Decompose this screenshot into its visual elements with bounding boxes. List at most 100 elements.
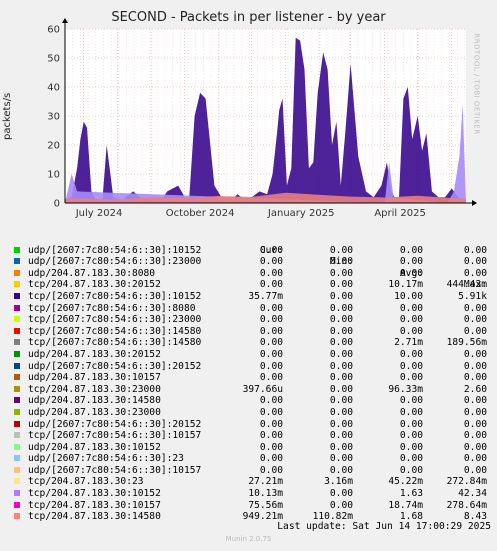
legend-swatch	[14, 362, 20, 369]
y-tick-label: 40	[47, 83, 60, 94]
legend-row: tcp/[2607:7c80:54:6::30]:8080 0.00 0.00 0.0…	[10, 303, 490, 315]
legend-swatch	[14, 385, 20, 392]
series-area	[65, 104, 466, 203]
legend-avg: 0.00	[399, 348, 423, 360]
legend-avg: 0.00	[399, 302, 423, 314]
legend-min: 0.00	[329, 244, 353, 256]
legend-cur: 0.00	[259, 395, 283, 407]
legend-row: udp/[2607:7c80:54:6::30]:20152 0.00 0.00 0.…	[10, 361, 490, 373]
legend-swatch	[14, 432, 20, 439]
legend-avg: 1.68	[399, 511, 423, 523]
legend-cur: 10.13m	[248, 488, 283, 500]
legend-swatch	[14, 478, 20, 485]
legend-max: 0.00	[463, 453, 487, 465]
legend-cur: 0.00	[259, 325, 283, 337]
legend-name: tcp/[2607:7c80:54:6::30]:14580	[28, 325, 202, 337]
legend-avg: 0.00	[399, 267, 423, 279]
legend-avg: 0.00	[399, 325, 423, 337]
legend-avg: 18.74m	[388, 499, 423, 511]
legend-max: 0.00	[463, 441, 487, 453]
legend-name: udp/[2607:7c80:54:6::30]:20152	[28, 418, 202, 430]
legend-avg: 0.00	[399, 314, 423, 326]
legend-name: udp/204.87.183.30:20152	[28, 348, 161, 360]
legend-row: udp/[2607:7c80:54:6::30]:10152 0.00 0.00 0.…	[10, 245, 490, 257]
legend-swatch	[14, 292, 20, 299]
legend-min: 0.00	[329, 302, 353, 314]
tick-labels: 0 10 20 30 40 50 60 July 2024 October 2024 Januar…	[47, 25, 426, 220]
legend-min: 0.00	[329, 256, 353, 268]
legend-swatch	[14, 513, 20, 520]
legend-min: 0.00	[329, 290, 353, 302]
legend-avg: 45.22m	[388, 476, 423, 488]
series-area	[65, 37, 466, 204]
legend-min: 0.00	[329, 372, 353, 384]
legend-avg: 0.00	[399, 244, 423, 256]
legend-avg: 0.00	[399, 418, 423, 430]
legend-min: 0.00	[329, 279, 353, 291]
legend-max: 0.00	[463, 244, 487, 256]
legend-cur: 949.21m	[242, 511, 283, 523]
legend-swatch	[14, 408, 20, 415]
legend: Cur: Min: Avg: Max: udp/[2607:7c80:54:6:…	[10, 233, 490, 523]
legend-cur: 0.00	[259, 302, 283, 314]
legend-row: udp/[2607:7c80:54:6::30]:23 0.00 0.00 0.00 0…	[10, 453, 490, 465]
legend-cur: 27.21m	[248, 476, 283, 488]
legend-swatch	[14, 374, 20, 381]
legend-swatch	[14, 304, 20, 311]
legend-row: udp/204.87.183.30:8080 0.00 0.00 0.00 0.00	[10, 268, 490, 280]
legend-swatch	[14, 397, 20, 404]
legend-name: tcp/204.87.183.30:10152	[28, 488, 161, 500]
legend-name: udp/[2607:7c80:54:6::30]:23000	[28, 256, 202, 268]
legend-min: 0.00	[329, 383, 353, 395]
legend-cur: 0.00	[259, 453, 283, 465]
legend-row: tcp/[2607:7c80:54:6::30]:14580 0.00 0.00 2.…	[10, 337, 490, 349]
legend-row: tcp/[2607:7c80:54:6::30]:10152 35.77m 0.00…	[10, 291, 490, 303]
legend-avg: 0.00	[399, 430, 423, 442]
y-tick-label: 20	[47, 141, 60, 152]
legend-swatch	[14, 316, 20, 323]
legend-avg: 0.00	[399, 256, 423, 268]
legend-swatch	[14, 350, 20, 357]
legend-swatch	[14, 501, 20, 508]
legend-min: 0.00	[329, 430, 353, 442]
y-axis-arrow	[62, 18, 68, 23]
legend-cur: 0.00	[259, 348, 283, 360]
legend-row: tcp/204.87.183.30:20152 0.00 0.00 10.17m 444…	[10, 279, 490, 291]
legend-swatch	[14, 339, 20, 346]
legend-cur: 0.00	[259, 418, 283, 430]
y-tick-label: 10	[47, 170, 60, 181]
legend-max: 0.00	[463, 302, 487, 314]
legend-name: udp/[2607:7c80:54:6::30]:10157	[28, 464, 202, 476]
legend-avg: 10.17m	[388, 279, 423, 291]
legend-cur: 0.00	[259, 244, 283, 256]
legend-swatch	[14, 269, 20, 276]
legend-max: 0.00	[463, 430, 487, 442]
legend-row: tcp/204.87.183.30:10157 75.56m 0.00 18.74m 2…	[10, 500, 490, 512]
legend-name: udp/[2607:7c80:54:6::30]:23	[28, 453, 184, 465]
legend-min: 0.00	[329, 488, 353, 500]
legend-row: udp/204.87.183.30:10157 0.00 0.00 0.00 0.00	[10, 372, 490, 384]
legend-max: 5.91k	[458, 290, 487, 302]
legend-avg: 1.63	[399, 488, 423, 500]
legend-cur: 75.56m	[248, 499, 283, 511]
legend-row: tcp/204.87.183.30:23 27.21m 3.16m 45.22m 272…	[10, 476, 490, 488]
legend-max: 0.00	[463, 348, 487, 360]
legend-cur: 0.00	[259, 360, 283, 372]
legend-cur: 0.00	[259, 267, 283, 279]
legend-name: tcp/204.87.183.30:10157	[28, 499, 161, 511]
legend-cur: 0.00	[259, 337, 283, 349]
legend-name: tcp/204.87.183.30:20152	[28, 279, 161, 291]
legend-name: udp/204.87.183.30:23000	[28, 406, 161, 418]
legend-min: 0.00	[329, 360, 353, 372]
legend-max: 0.00	[463, 418, 487, 430]
legend-row: tcp/204.87.183.30:23000 397.66u 0.00 96.33m…	[10, 384, 490, 396]
legend-max: 2.60	[463, 383, 487, 395]
legend-cur: 0.00	[259, 372, 283, 384]
legend-name: udp/204.87.183.30:8080	[28, 267, 156, 279]
legend-name: tcp/[2607:7c80:54:6::30]:14580	[28, 337, 202, 349]
footer-version: Munin 2.0.75	[225, 535, 272, 543]
legend-cur: 0.00	[259, 441, 283, 453]
legend-max: 8.43	[463, 511, 487, 523]
axes	[62, 18, 477, 206]
legend-name: tcp/204.87.183.30:14580	[28, 511, 161, 523]
